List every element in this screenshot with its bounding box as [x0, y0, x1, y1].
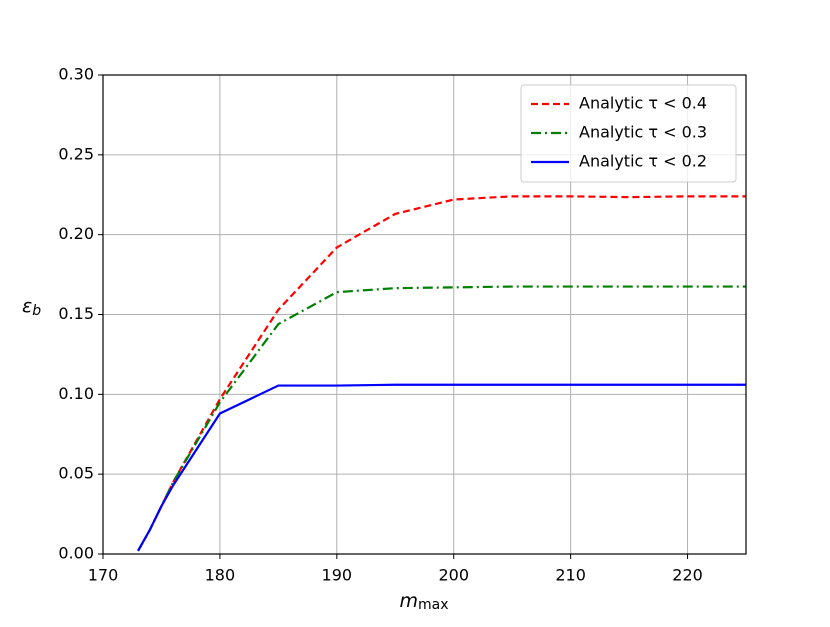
y-label-sub: b	[32, 303, 41, 319]
y-tick-label: 0.25	[58, 144, 94, 163]
legend-label: Analytic τ < 0.2	[579, 152, 707, 171]
data-line	[137, 285, 746, 552]
x-label-base: m	[399, 590, 418, 612]
y-tick-label: 0.30	[58, 65, 94, 84]
x-label-sub: max	[418, 597, 449, 613]
y-tick-label: 0.10	[58, 384, 94, 403]
y-label-base: ε	[22, 295, 32, 317]
y-tick-label: 0.15	[58, 304, 94, 323]
x-tick-label: 210	[555, 566, 586, 585]
x-tick-label: 190	[322, 566, 353, 585]
data-line	[137, 383, 746, 552]
y-tick-label: 0.20	[58, 224, 94, 243]
x-tick-label: 180	[205, 566, 236, 585]
y-tick-label: 0.00	[58, 544, 94, 563]
legend-box	[520, 84, 737, 183]
y-axis-label: εb	[22, 295, 41, 320]
x-tick-label: 220	[672, 566, 703, 585]
x-axis-label: mmax	[399, 590, 448, 614]
y-tick-label: 0.05	[58, 464, 94, 483]
x-tick-label: 170	[88, 566, 119, 585]
legend-label: Analytic τ < 0.3	[579, 123, 707, 142]
data-line	[137, 195, 746, 552]
x-tick-label: 200	[438, 566, 469, 585]
plot-frame	[102, 74, 747, 555]
legend-label: Analytic τ < 0.4	[579, 94, 707, 113]
